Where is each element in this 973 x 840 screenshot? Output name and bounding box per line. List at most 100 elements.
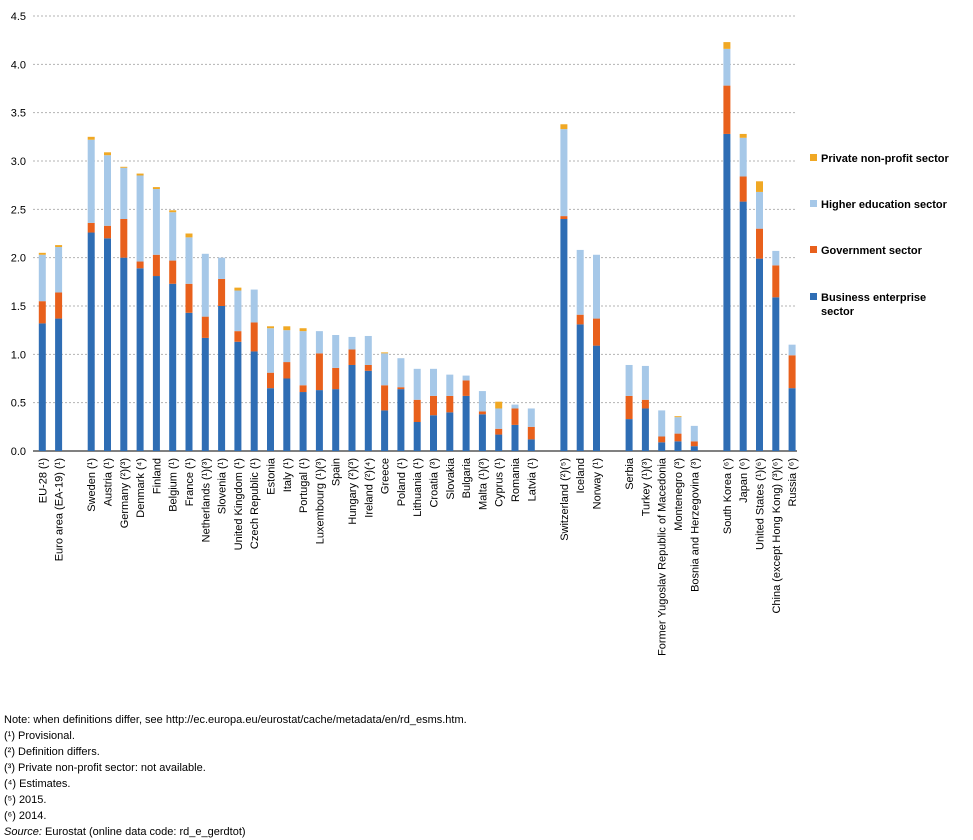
bar-stack	[641, 365, 649, 451]
legend-business: Business enterprise sector	[810, 292, 926, 318]
bar-stack	[87, 136, 95, 451]
bar-segment-government	[772, 265, 780, 298]
bar-segment-private-non-profit	[299, 328, 307, 332]
x-category-label: United States (¹)(⁶)	[755, 458, 767, 550]
bar-stack	[283, 326, 291, 451]
bar-segment-government	[625, 395, 633, 420]
bar-segment-business	[462, 395, 470, 451]
bar-segment-higher-education	[169, 212, 177, 261]
bar-segment-government	[218, 278, 226, 306]
bar-stack	[169, 210, 177, 451]
source-text: Eurostat (online data code: rd_e_gerdtot…	[44, 826, 246, 838]
bar-segment-business	[87, 232, 95, 451]
bar-stack	[267, 326, 274, 451]
bar-stack	[674, 416, 682, 451]
bar-stack	[593, 254, 600, 451]
x-category-label: Estonia	[266, 457, 278, 495]
bar-segment-government	[413, 399, 421, 422]
x-category-label: Russia (⁶)	[787, 458, 799, 507]
bar-segment-government	[690, 441, 698, 447]
x-category-label: Portugal (¹)	[298, 458, 310, 513]
y-tick-label: 1.5	[11, 301, 26, 313]
x-category-label: Iceland	[575, 458, 587, 493]
legend-government: Government sector	[810, 245, 923, 257]
bar-stack	[364, 335, 372, 451]
x-category-label: Belgium (¹)	[168, 458, 180, 512]
bar-segment-business	[576, 324, 584, 451]
bar-segment-business	[120, 257, 128, 451]
bar-stack	[250, 289, 258, 451]
bar-segment-higher-education	[38, 254, 46, 302]
x-category-label: Czech Republic (¹)	[249, 458, 261, 549]
bar-segment-higher-education	[283, 330, 291, 363]
bar-segment-government	[397, 387, 405, 390]
bar-stack	[788, 344, 796, 451]
x-category-label: Denmark (⁴)	[135, 458, 147, 518]
bar-segment-private-non-profit	[55, 245, 63, 248]
bar-segment-government	[120, 219, 128, 258]
bar-segment-business	[315, 390, 323, 451]
bar-segment-higher-education	[511, 404, 519, 409]
bar-segment-higher-education	[576, 249, 584, 315]
bar-segment-higher-education	[397, 358, 405, 388]
bar-stack	[446, 374, 454, 451]
legend-label: Higher education sector	[821, 199, 948, 211]
bar-segment-private-non-profit	[267, 326, 274, 329]
bar-segment-business	[739, 201, 747, 451]
x-axis-labels: EU-28 (¹) Euro area (EA-19) (¹) Sweden (¹)…	[37, 457, 799, 656]
x-category-label: South Korea (⁶)	[722, 458, 734, 534]
bar-segment-business	[478, 414, 486, 451]
bar-segment-higher-education	[658, 410, 666, 437]
bar-stack	[495, 401, 503, 451]
bars	[38, 42, 796, 451]
bar-segment-business	[593, 345, 600, 451]
source-line: Source: Eurostat (online data code: rd_e…	[4, 824, 467, 840]
bar-segment-business	[348, 364, 356, 451]
bar-segment-government	[560, 216, 568, 219]
bar-segment-higher-education	[723, 48, 731, 86]
bar-segment-government	[38, 301, 46, 324]
x-category-label: Luxembourg (¹)(³)	[314, 458, 326, 544]
legend-private-non-profit: Private non-profit sector	[810, 153, 949, 165]
bar-segment-higher-education	[560, 129, 568, 217]
footnote-3: (³) Private non-profit sector: not avail…	[4, 762, 206, 774]
bar-segment-business	[152, 276, 160, 451]
bar-segment-business	[560, 219, 568, 451]
x-category-label: Slovakia	[445, 457, 457, 499]
bar-segment-business	[495, 434, 503, 451]
bar-segment-private-non-profit	[723, 42, 731, 49]
bar-segment-government	[299, 385, 307, 393]
bar-segment-higher-education	[593, 254, 600, 319]
bar-segment-higher-education	[152, 189, 160, 255]
bar-segment-higher-education	[299, 331, 307, 386]
bar-segment-higher-education	[430, 368, 437, 396]
footnote-6: (⁶) 2014.	[4, 810, 47, 822]
bar-segment-higher-education	[690, 425, 698, 442]
bar-segment-higher-education	[674, 417, 682, 434]
x-category-label: Montenegro (³)	[673, 458, 685, 531]
y-tick-label: 1.0	[11, 349, 26, 361]
bar-segment-higher-education	[185, 237, 193, 284]
bar-stack	[348, 336, 356, 451]
x-category-label: Bosnia and Herzegovina (³)	[689, 458, 701, 592]
legend-swatch	[810, 154, 817, 161]
bar-stack	[299, 328, 307, 451]
bar-segment-higher-education	[625, 364, 633, 396]
bar-segment-business	[218, 306, 226, 451]
bar-segment-higher-education	[218, 257, 226, 279]
x-category-label: China (except Hong Kong) (³)(⁶)	[771, 458, 783, 614]
x-category-label: Ireland (²)(⁴)	[363, 458, 375, 518]
bar-segment-government	[739, 176, 747, 202]
bar-stack	[218, 257, 226, 451]
x-category-label: Bulgaria	[461, 457, 473, 498]
footnotes: Note: when definitions differ, see http:…	[4, 712, 467, 840]
bar-segment-private-non-profit	[120, 166, 128, 168]
bar-segment-private-non-profit	[185, 233, 193, 238]
bar-stack	[38, 252, 46, 451]
bar-stack	[381, 352, 389, 451]
bar-segment-private-non-profit	[739, 133, 747, 138]
legend-label: Business enterprise sector	[821, 292, 926, 318]
y-tick-label: 2.0	[11, 253, 26, 265]
bar-stack	[332, 335, 340, 451]
bar-segment-government	[430, 395, 437, 416]
